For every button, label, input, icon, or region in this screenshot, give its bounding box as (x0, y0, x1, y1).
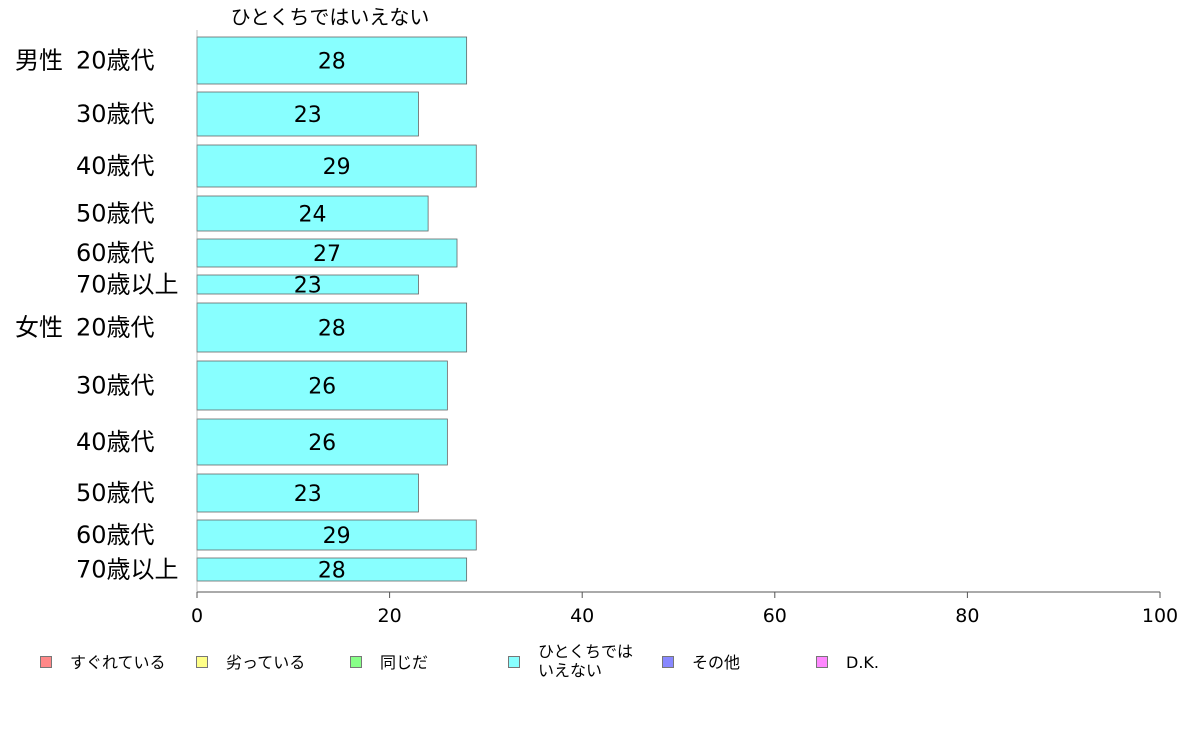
legend-label: ひとくちでは いえない (538, 642, 634, 680)
bar (196, 519, 477, 551)
x-tick-label: 20 (378, 605, 402, 627)
data-label: 23 (294, 274, 322, 299)
x-tick-label: 60 (763, 605, 787, 627)
legend-swatch (816, 656, 828, 668)
data-label: 28 (318, 317, 346, 342)
category-label: 30歳代 (76, 372, 155, 400)
data-label: 26 (308, 375, 336, 400)
category-label: 70歳以上 (76, 556, 179, 584)
chart-title: ひとくちではいえない (231, 5, 430, 29)
legend-item: 劣っている (196, 653, 305, 672)
legend-label: すぐれている (70, 653, 166, 672)
legend-label: D.K. (846, 653, 879, 672)
category-label: 20歳代 (76, 47, 155, 75)
legend-label: 同じだ (380, 653, 429, 672)
bar (196, 238, 458, 268)
data-label: 23 (294, 103, 322, 128)
category-label: 50歳代 (76, 200, 155, 228)
x-tick-label: 40 (570, 605, 594, 627)
bar (196, 360, 448, 411)
group-label: 男性 (15, 47, 63, 75)
data-label: 23 (294, 482, 322, 507)
legend: すぐれている 劣っている 同じだ ひとくちでは いえない その他 D.K. (0, 640, 1188, 690)
category-label: 50歳代 (76, 479, 155, 507)
category-label: 60歳代 (76, 239, 155, 267)
x-tick-label: 80 (955, 605, 979, 627)
category-label: 40歳代 (76, 152, 155, 180)
legend-label: 劣っている (226, 653, 306, 672)
category-label: 40歳代 (76, 428, 155, 456)
data-label: 29 (323, 524, 351, 549)
legend-swatch (662, 656, 674, 668)
bar (196, 302, 468, 353)
category-label: 20歳代 (76, 314, 155, 342)
data-label: 29 (323, 155, 351, 180)
y-axis-labels: 20歳代男性30歳代40歳代50歳代60歳代70歳以上20歳代女性30歳代40歳… (15, 47, 179, 584)
bar (196, 36, 468, 85)
legend-swatch (196, 656, 208, 668)
legend-item: 同じだ (350, 653, 428, 672)
group-label: 女性 (15, 314, 63, 342)
data-label: 26 (308, 431, 336, 456)
category-label: 70歳以上 (76, 271, 179, 299)
legend-swatch (350, 656, 362, 668)
bar (196, 91, 419, 137)
legend-item: その他 (662, 653, 740, 672)
legend-swatch (508, 656, 520, 668)
data-label: 28 (318, 559, 346, 584)
legend-swatch (40, 656, 52, 668)
category-label: 30歳代 (76, 100, 155, 128)
legend-item: すぐれている (40, 653, 166, 672)
data-label: 28 (318, 50, 346, 75)
x-tick-label: 100 (1142, 605, 1178, 627)
legend-item: ひとくちでは いえない (508, 642, 633, 680)
legend-item: D.K. (816, 653, 879, 672)
data-label: 27 (313, 242, 341, 267)
legend-label: その他 (692, 653, 741, 672)
bar (196, 195, 429, 232)
x-axis: 0 20 40 60 80 100 (191, 30, 1178, 627)
bar (196, 144, 477, 188)
data-label: 24 (299, 203, 327, 228)
category-label: 60歳代 (76, 521, 155, 549)
x-tick-label: 0 (191, 605, 203, 627)
